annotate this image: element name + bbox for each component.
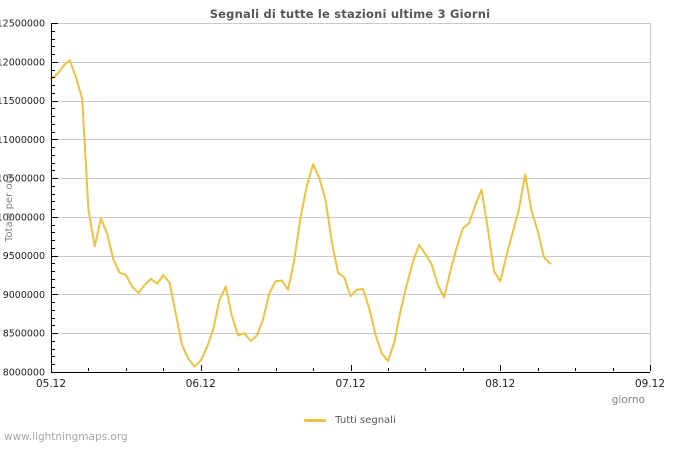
x-tick-label: 07.12 [335, 378, 365, 390]
x-axis-title: giorno [611, 394, 645, 406]
plot-area: 8000000 8500000 9000000 9500000 10000000 1050… [0, 19, 665, 391]
y-axis-ticks: 8000000 8500000 9000000 9500000 10000000 1050… [0, 19, 58, 379]
y-tick-label: 12000000 [0, 57, 45, 68]
x-tick-label: 09.12 [635, 378, 665, 390]
y-tick-label: 11000000 [0, 135, 45, 146]
y-tick-label: 8000000 [3, 368, 45, 379]
axes [51, 23, 650, 373]
x-tick-label: 05.12 [36, 378, 66, 390]
y-tick-label: 11500000 [0, 96, 45, 107]
y-tick-label: 12500000 [0, 19, 45, 30]
y-axis-title: Totale per ora [4, 173, 15, 242]
series-line-tutti-segnali [50, 59, 552, 368]
y-tick-label: 10000000 [0, 212, 45, 223]
legend-line-swatch [304, 418, 327, 422]
x-tick-label: 08.12 [485, 378, 515, 390]
x-axis-ticks: 05.12 06.12 07.12 08.12 09.12 [36, 365, 665, 390]
legend-series-label: Tutti segnali [335, 414, 396, 426]
legend: Tutti segnali [0, 413, 700, 427]
y-tick-label: 9500000 [3, 251, 45, 262]
y-tick-label: 10500000 [0, 174, 45, 185]
y-tick-label: 9000000 [3, 290, 45, 301]
gridlines [51, 23, 651, 372]
watermark-link: www.lightningmaps.org [4, 431, 128, 443]
chart-title: Segnali di tutte le stazioni ultime 3 Gi… [209, 7, 491, 21]
y-tick-label: 8500000 [3, 329, 45, 340]
x-tick-label: 06.12 [186, 378, 216, 390]
